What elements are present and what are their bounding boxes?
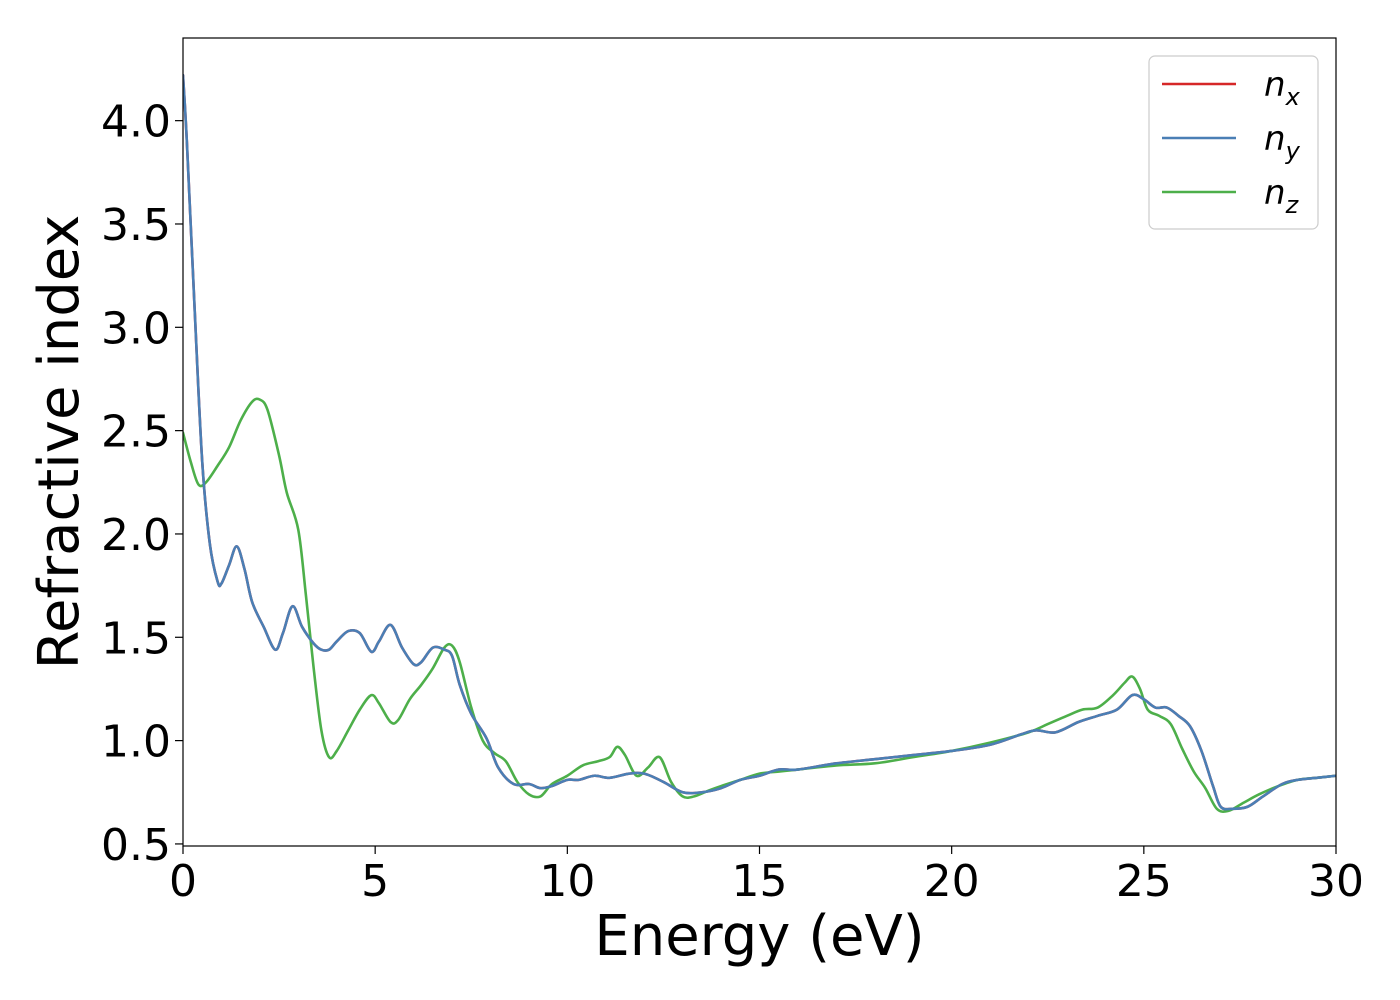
x-tick-label: 0 [169, 856, 197, 907]
y-tick-label: 4.0 [101, 97, 171, 148]
x-tick-label: 10 [539, 856, 595, 907]
series-line-z [183, 397, 1336, 813]
legend-label-x: nx [1264, 65, 1301, 111]
series-layer [183, 73, 1336, 813]
legend-label-z: nz [1264, 173, 1300, 219]
y-tick-label: 1.0 [101, 717, 171, 768]
legend-label-y: ny [1264, 119, 1301, 165]
ticks-layer: 0 5 10 15 20 25 30 0.5 1.0 1.5 2.0 2.5 3.0 3.5 4.0 [101, 97, 1364, 907]
legend: nx ny nz [1148, 55, 1319, 230]
x-tick-label: 30 [1308, 856, 1364, 907]
series-line-y [183, 73, 1336, 811]
y-tick-label: 0.5 [101, 820, 171, 871]
x-tick-label: 20 [924, 856, 980, 907]
y-tick-label: 2.5 [101, 407, 171, 458]
x-tick-label: 15 [732, 856, 788, 907]
y-tick-label: 2.0 [101, 510, 171, 561]
x-tick-label: 5 [361, 856, 389, 907]
legend-box [1148, 55, 1319, 230]
y-tick-label: 1.5 [101, 613, 171, 664]
x-axis-label: Energy (eV) [594, 904, 924, 969]
y-axis-label: Refractive index [27, 215, 92, 670]
x-tick-label: 25 [1116, 856, 1172, 907]
y-tick-label: 3.0 [101, 303, 171, 354]
y-tick-label: 3.5 [101, 200, 171, 251]
